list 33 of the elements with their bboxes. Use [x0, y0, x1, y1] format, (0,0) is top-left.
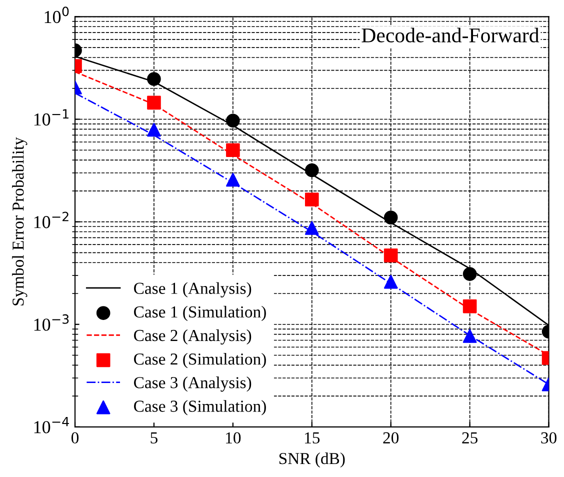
legend-label: Case 2 (Simulation)	[134, 352, 266, 368]
x-axis-title: SNR (dB)	[279, 452, 345, 468]
point	[226, 143, 240, 158]
x-tick-label: 15	[305, 432, 320, 444]
point	[147, 72, 161, 86]
point	[304, 221, 319, 235]
x-tick-label: 10	[226, 432, 241, 444]
legend-label: Case 1 (Simulation)	[134, 306, 266, 321]
y-axis-title: Symbol Error Probability	[12, 137, 28, 306]
point	[147, 122, 161, 137]
y-tick-label: 10$^{−2}$	[34, 212, 68, 228]
y-tick-label: 10$^{−3}$	[34, 314, 69, 331]
point	[304, 192, 319, 206]
point	[226, 114, 240, 128]
legend-label: Case 3 (Analysis)	[134, 376, 252, 392]
point	[147, 96, 161, 110]
x-tick-label: 25	[462, 432, 478, 444]
y-tick-label: 10$^{−1}$	[34, 109, 68, 126]
point	[384, 248, 398, 262]
x-tick-label: 20	[383, 432, 399, 444]
point	[226, 172, 240, 187]
x-tick-label: 5	[150, 432, 158, 444]
x-tick-label: 30	[541, 432, 556, 444]
point	[384, 210, 398, 224]
annotation: Decode-and-Forward	[362, 28, 540, 42]
legend-label: Case 3 (Simulation)	[134, 400, 266, 416]
y-tick-label: 10$^{0}$	[44, 6, 69, 24]
point	[304, 163, 319, 178]
legend-label: Case 1 (Analysis)	[134, 282, 252, 298]
y-tick-label: 10$^{−4}$	[34, 416, 69, 434]
x-tick-label: 0	[71, 432, 79, 444]
legend-label: Case 2 (Analysis)	[134, 329, 252, 345]
point	[384, 274, 398, 289]
